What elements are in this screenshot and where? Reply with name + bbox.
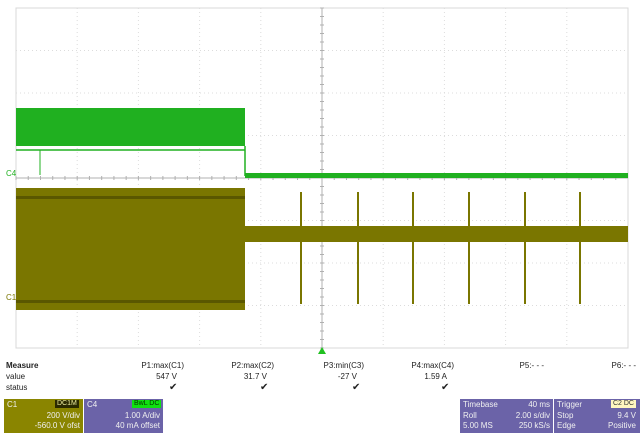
trigger-position-icon [318, 347, 326, 354]
param-p1-name[interactable]: P1:max(C1) [141, 361, 184, 370]
param-p6-name[interactable]: P6:- - - [611, 361, 636, 370]
param-p4-value: 1.59 A [424, 372, 447, 381]
c4-label: C4 [87, 400, 98, 409]
c1-vdiv: 200 V/div [46, 411, 80, 420]
param-p1-value: 547 V [156, 372, 177, 381]
param-p2-status-icon: ✔ [260, 382, 269, 393]
measure-title[interactable]: Measure [6, 361, 39, 370]
c4-offset: 40 mA offset [115, 421, 160, 430]
timebase-samples: 5.00 MS [463, 421, 493, 430]
c1-trace-spike [412, 192, 414, 304]
c4-trace-level [245, 173, 628, 178]
timebase-sdiv: 2.00 s/div [515, 411, 550, 420]
c4-coupling-tag: BwL DC [132, 400, 162, 408]
measure-row-value-label: value [6, 372, 26, 381]
param-p5-name[interactable]: P5:- - - [519, 361, 544, 370]
c1-trace-marker[interactable]: C1 [6, 293, 17, 302]
c4-trace-band [16, 108, 245, 146]
param-p2-value: 31.7 V [243, 372, 267, 381]
param-p4-status-icon: ✔ [441, 382, 450, 393]
c1-offset: -560.0 V ofst [34, 421, 80, 430]
param-p1-status-icon: ✔ [169, 382, 178, 393]
param-p2-name[interactable]: P2:max(C2) [231, 361, 274, 370]
param-p3-status-icon: ✔ [352, 382, 361, 393]
waveform-traces [16, 108, 628, 310]
timebase-box[interactable] [460, 399, 553, 433]
param-p4-name[interactable]: P4:max(C4) [411, 361, 454, 370]
c1-trace-spike [300, 192, 302, 304]
trigger-slope: Positive [607, 421, 636, 430]
trigger-type: Edge [557, 421, 576, 430]
trigger-label: Trigger [557, 400, 583, 409]
c1-label: C1 [7, 400, 18, 409]
timebase-mode: Roll [463, 411, 477, 420]
c1-trace-shade [16, 300, 245, 303]
trigger-level: 9.4 V [617, 411, 636, 420]
c1-trace-shade [16, 196, 245, 199]
timebase-label: Timebase [463, 400, 498, 409]
c1-trace-spike [468, 192, 470, 304]
c4-adiv: 1.00 A/div [124, 411, 160, 420]
c1-trace-band [16, 188, 245, 310]
measure-row-status-label: status [6, 383, 28, 392]
c4-trace-marker[interactable]: C4 [6, 169, 17, 178]
c1-coupling-tag: DC1M [55, 400, 79, 408]
c1-trace-spike [524, 192, 526, 304]
trigger-mode: Stop [557, 411, 574, 420]
param-p3-value: -27 V [337, 372, 357, 381]
param-p3-name[interactable]: P3:min(C3) [323, 361, 364, 370]
trigger-source-tag: C2 DC [610, 400, 636, 408]
timebase-rate: 250 kS/s [518, 421, 550, 430]
c1-trace-level [245, 226, 628, 242]
c1-trace-spike [357, 192, 359, 304]
timebase-value: 40 ms [528, 400, 550, 409]
c1-trace-spike [579, 192, 581, 304]
